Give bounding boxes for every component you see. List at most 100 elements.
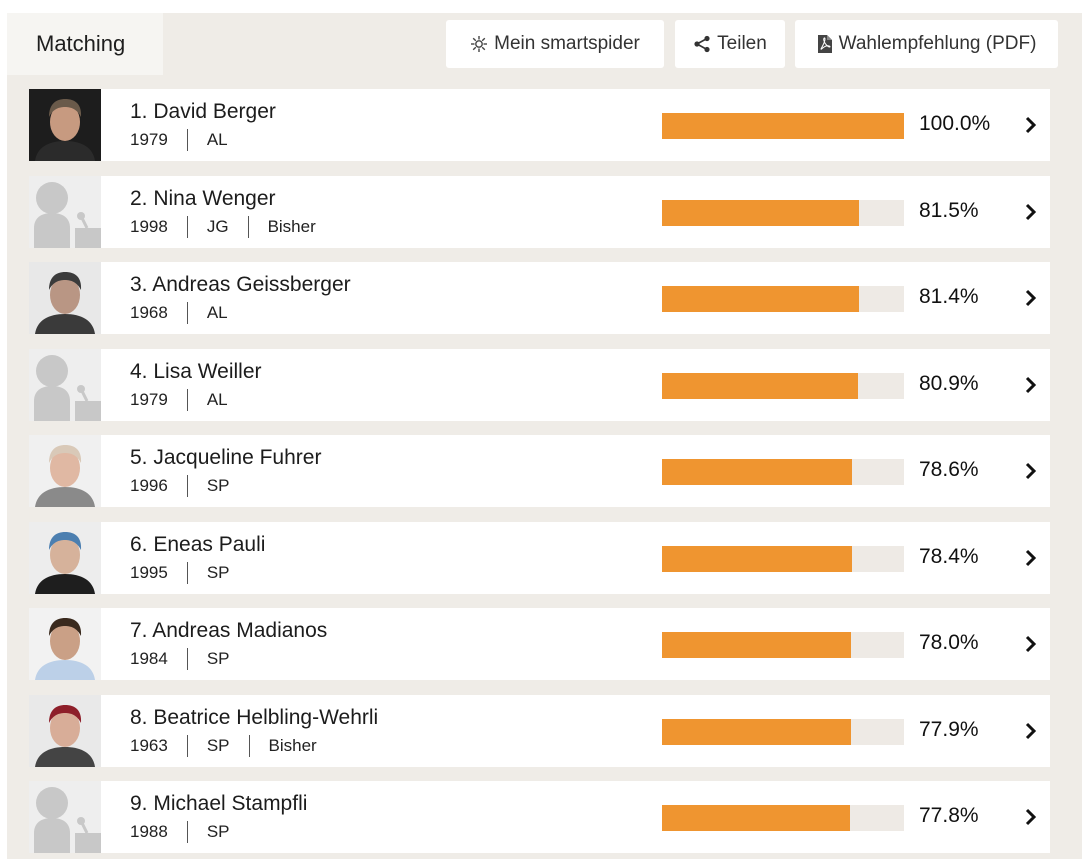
smartspider-label: Mein smartspider — [494, 33, 640, 54]
candidate-name: 6. Eneas Pauli — [130, 533, 266, 556]
candidate-row[interactable]: 9. Michael Stampfli 1988 SP 77.8% — [29, 781, 1050, 853]
candidate-party: SP — [206, 476, 230, 495]
candidate-name: 2. Nina Wenger — [130, 187, 276, 210]
candidate-name: 5. Jacqueline Fuhrer — [130, 446, 322, 469]
candidate-meta: 1984 SP — [130, 648, 230, 670]
candidate-party: SP — [206, 563, 230, 582]
smartspider-button[interactable]: Mein smartspider — [446, 20, 664, 68]
avatar — [29, 522, 101, 594]
match-percent: 77.9% — [919, 718, 979, 741]
candidate-row[interactable]: 4. Lisa Weiller 1979 AL 80.9% — [29, 349, 1050, 421]
avatar — [29, 695, 101, 767]
candidate-meta: 1998 JG Bisher — [130, 216, 316, 238]
meta-divider — [186, 129, 188, 151]
pdf-label: Wahlempfehlung (PDF) — [838, 33, 1037, 54]
match-bar — [662, 632, 904, 658]
candidate-year: 1988 — [130, 822, 168, 841]
avatar — [29, 608, 101, 680]
candidate-party: AL — [206, 130, 228, 149]
share-button[interactable]: Teilen — [675, 20, 785, 68]
chevron-right-icon[interactable] — [1022, 376, 1040, 394]
match-bar — [662, 373, 904, 399]
match-bar-fill — [662, 546, 852, 572]
candidate-row[interactable]: 8. Beatrice Helbling-Wehrli 1963 SP Bisher 7… — [29, 695, 1050, 767]
match-bar-fill — [662, 200, 859, 226]
candidate-row[interactable]: 2. Nina Wenger 1998 JG Bisher 81.5% — [29, 176, 1050, 248]
candidate-name: 4. Lisa Weiller — [130, 360, 262, 383]
match-bar-fill — [662, 113, 904, 139]
match-percent: 78.4% — [919, 545, 979, 568]
candidate-row[interactable]: 5. Jacqueline Fuhrer 1996 SP 78.6% — [29, 435, 1050, 507]
meta-divider — [186, 216, 188, 238]
match-bar — [662, 719, 904, 745]
candidate-name: 1. David Berger — [130, 100, 276, 123]
candidate-year: 1996 — [130, 476, 168, 495]
share-label: Teilen — [717, 33, 767, 54]
candidate-name: 9. Michael Stampfli — [130, 792, 308, 815]
match-percent: 80.9% — [919, 372, 979, 395]
candidate-year: 1998 — [130, 217, 168, 236]
match-bar-fill — [662, 373, 858, 399]
pdf-file-icon — [817, 34, 833, 54]
chevron-right-icon[interactable] — [1022, 549, 1040, 567]
match-bar — [662, 113, 904, 139]
meta-divider — [186, 648, 188, 670]
candidate-row[interactable]: 6. Eneas Pauli 1995 SP 78.4% — [29, 522, 1050, 594]
candidate-meta: 1968 AL — [130, 302, 228, 324]
candidate-status: Bisher — [267, 217, 316, 236]
match-bar-fill — [662, 459, 852, 485]
chevron-right-icon[interactable] — [1022, 289, 1040, 307]
chevron-right-icon[interactable] — [1022, 203, 1040, 221]
match-bar-fill — [662, 286, 859, 312]
candidate-row[interactable]: 1. David Berger 1979 AL 100.0% — [29, 89, 1050, 161]
match-bar — [662, 286, 904, 312]
candidate-party: SP — [206, 649, 230, 668]
candidate-party: SP — [206, 736, 230, 755]
candidate-meta: 1979 AL — [130, 129, 228, 151]
candidate-meta: 1996 SP — [130, 475, 230, 497]
avatar — [29, 262, 101, 334]
pdf-recommendation-button[interactable]: Wahlempfehlung (PDF) — [795, 20, 1058, 68]
toolbar: Matching Mein smartspider — [7, 13, 1082, 75]
candidate-meta: 1988 SP — [130, 821, 230, 843]
candidate-row[interactable]: 3. Andreas Geissberger 1968 AL 81.4% — [29, 262, 1050, 334]
match-bar-fill — [662, 719, 851, 745]
chevron-right-icon[interactable] — [1022, 462, 1040, 480]
candidate-meta: 1979 AL — [130, 389, 228, 411]
chevron-right-icon[interactable] — [1022, 722, 1040, 740]
meta-divider — [186, 562, 188, 584]
match-percent: 81.5% — [919, 199, 979, 222]
meta-divider — [248, 735, 250, 757]
candidate-year: 1979 — [130, 130, 168, 149]
candidate-year: 1995 — [130, 563, 168, 582]
match-bar — [662, 459, 904, 485]
avatar — [29, 89, 101, 161]
spider-icon — [470, 35, 488, 53]
match-bar — [662, 805, 904, 831]
candidate-year: 1979 — [130, 390, 168, 409]
candidate-name: 3. Andreas Geissberger — [130, 273, 351, 296]
candidate-party: JG — [206, 217, 229, 236]
match-percent: 100.0% — [919, 112, 991, 135]
match-percent: 81.4% — [919, 285, 979, 308]
chevron-right-icon[interactable] — [1022, 116, 1040, 134]
chevron-right-icon[interactable] — [1022, 808, 1040, 826]
chevron-right-icon[interactable] — [1022, 635, 1040, 653]
candidate-party: SP — [206, 822, 230, 841]
match-bar-fill — [662, 632, 851, 658]
candidate-meta: 1995 SP — [130, 562, 230, 584]
share-icon — [693, 35, 711, 53]
candidate-year: 1963 — [130, 736, 168, 755]
candidate-row[interactable]: 7. Andreas Madianos 1984 SP 78.0% — [29, 608, 1050, 680]
candidate-party: AL — [206, 390, 228, 409]
avatar-placeholder-icon — [29, 176, 101, 248]
meta-divider — [186, 302, 188, 324]
meta-divider — [186, 821, 188, 843]
avatar-placeholder-icon — [29, 781, 101, 853]
meta-divider — [247, 216, 249, 238]
candidate-meta: 1963 SP Bisher — [130, 735, 317, 757]
avatar-placeholder-icon — [29, 349, 101, 421]
match-bar — [662, 200, 904, 226]
match-bar — [662, 546, 904, 572]
tab-matching[interactable]: Matching — [7, 13, 163, 75]
